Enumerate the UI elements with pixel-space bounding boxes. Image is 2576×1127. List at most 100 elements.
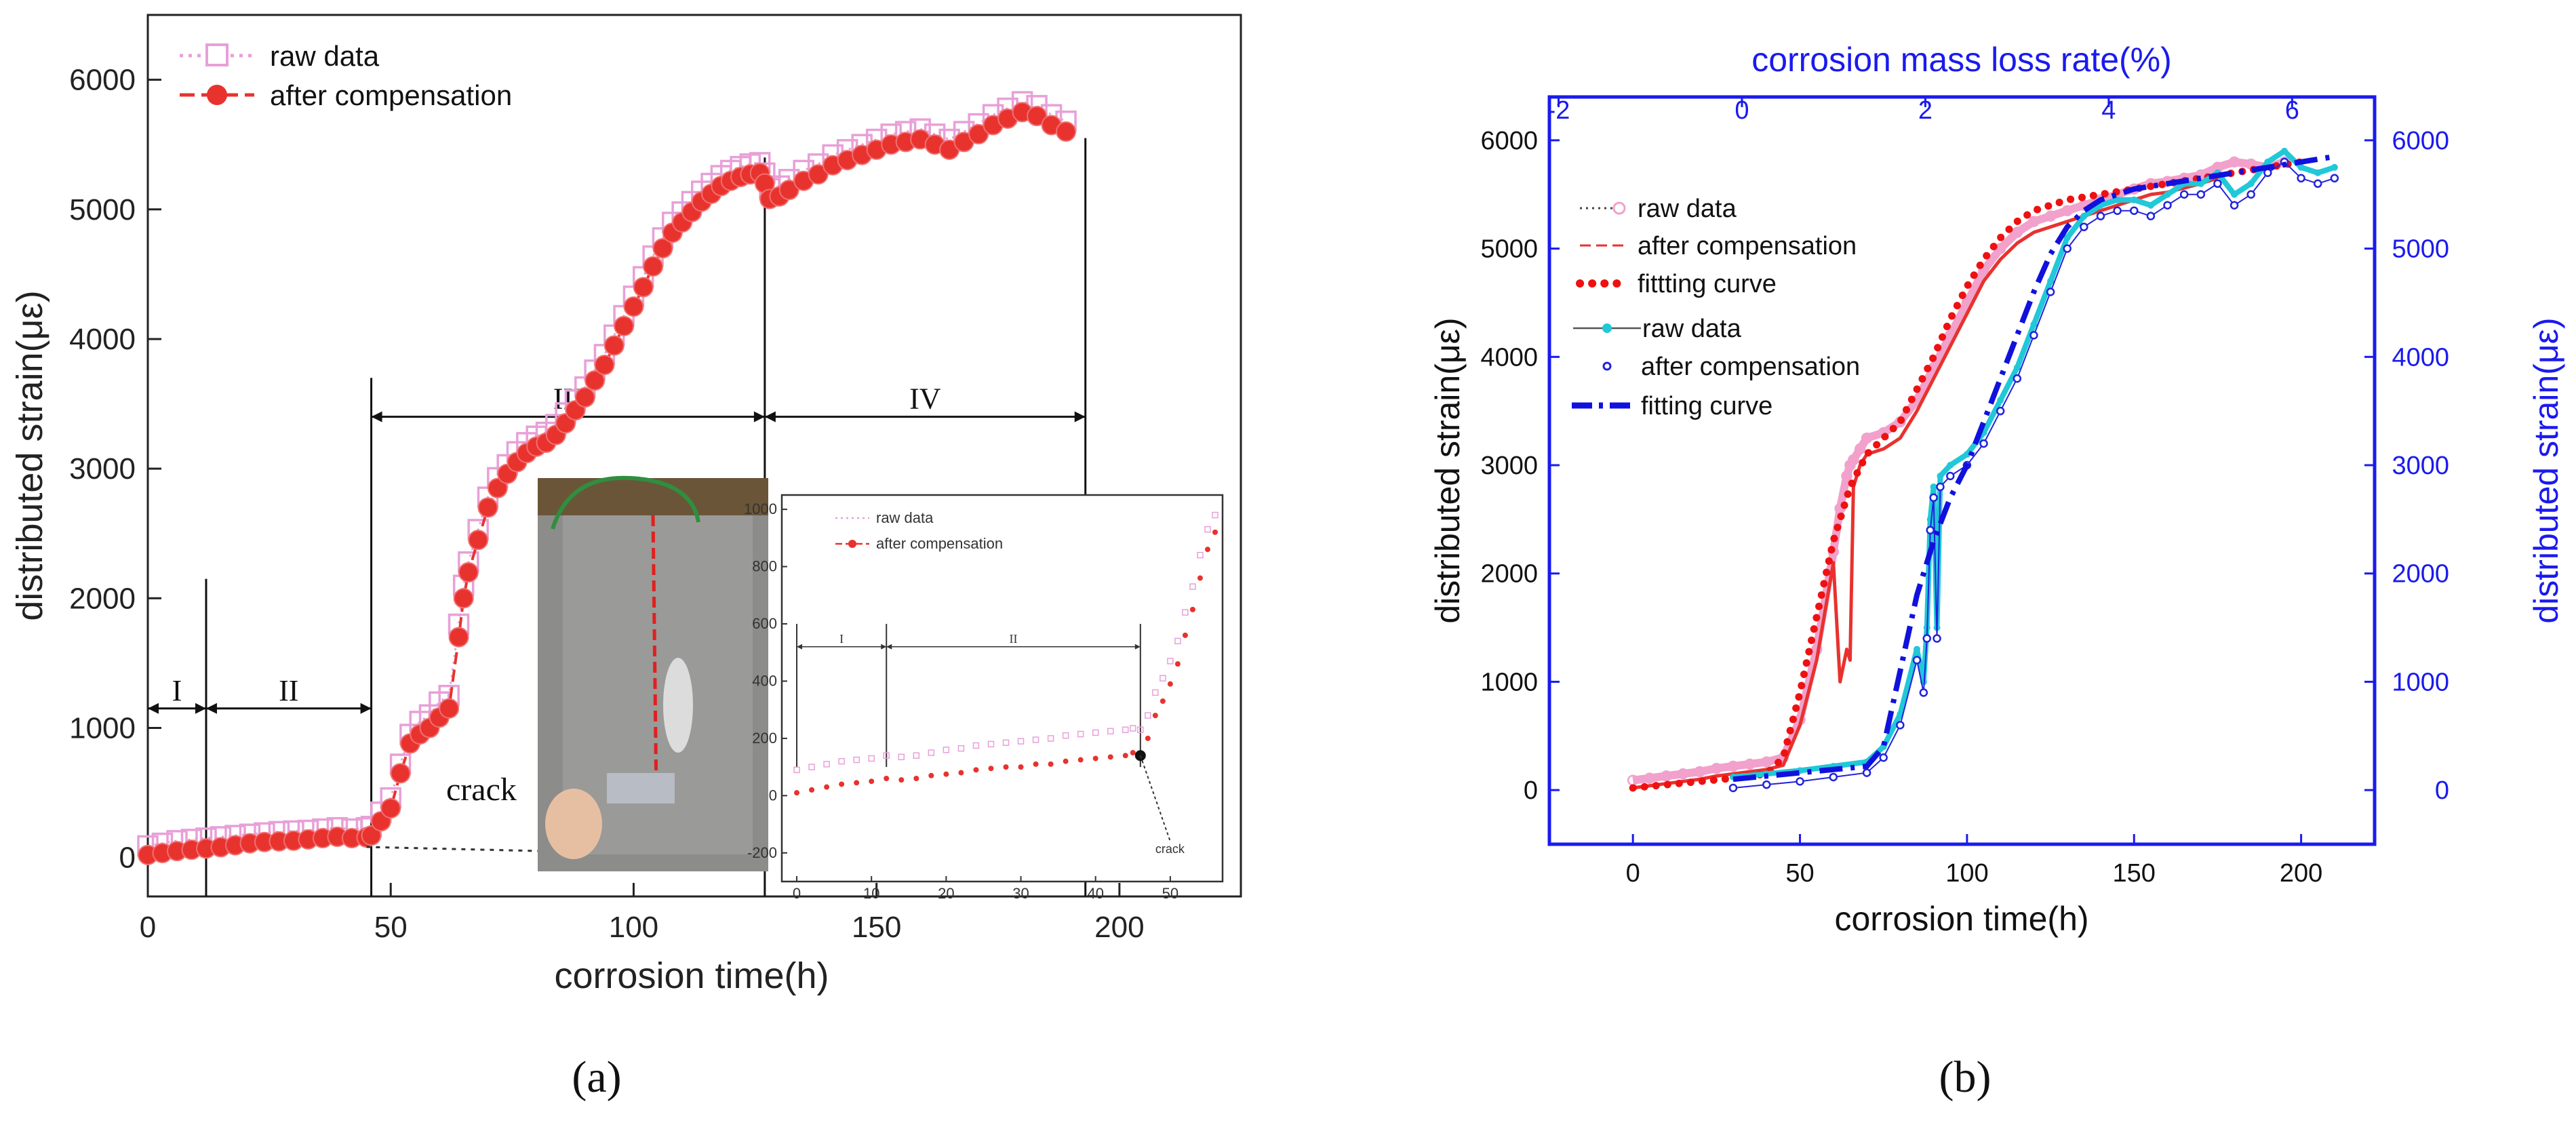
- stage-arrow-head-left: [371, 411, 382, 422]
- inset-raw-point: [913, 752, 920, 759]
- b-comp-blue-point: [1879, 753, 1888, 762]
- finger: [545, 789, 602, 859]
- a-y-tick-label: 0: [119, 842, 136, 875]
- legend-b-raw-red-marker: [1612, 201, 1626, 215]
- b-x-tick-label: 200: [2280, 859, 2322, 888]
- stage-arrow-head-left: [205, 703, 217, 714]
- inset-raw-point: [1002, 739, 1010, 746]
- b-raw-blue-point: [2231, 191, 2238, 198]
- inset-comp-point: [1152, 713, 1158, 719]
- b-y-tick-label: 3000: [1480, 452, 1538, 480]
- b-y2-tick-label: 6000: [2392, 127, 2449, 155]
- panel-a-label: (a): [572, 1052, 621, 1102]
- b-comp-blue-point: [2213, 179, 2222, 189]
- inset-comp-point: [1167, 681, 1173, 687]
- inset-raw-point: [1160, 675, 1166, 681]
- a-comp-point: [603, 335, 625, 356]
- legend-a-raw-label: raw data: [270, 40, 380, 72]
- b-comp-blue-point: [1926, 526, 1935, 535]
- b-raw-red-point: [1861, 432, 1873, 444]
- inset-comp-point: [943, 771, 949, 777]
- inset-comp-point: [824, 784, 830, 790]
- inset-raw-point: [883, 752, 890, 759]
- panel-b-legend: raw data after compensation fittting cur…: [1572, 195, 1860, 420]
- a-comp-point: [584, 370, 606, 391]
- b-y2-tick-label: 4000: [2392, 343, 2449, 372]
- b-comp-blue-point: [2179, 190, 2189, 199]
- stage-label: II: [279, 674, 298, 707]
- b-raw-blue-point: [2331, 163, 2338, 171]
- b-comp-blue-point: [1933, 634, 1941, 643]
- a-y-tick-label: 2000: [69, 582, 136, 615]
- inset-raw-point: [793, 766, 800, 774]
- inset-raw-point: [1122, 726, 1129, 733]
- stage-arrow-head-left: [148, 703, 159, 714]
- inset-raw-point: [1145, 712, 1151, 719]
- b-raw-red-point: [2061, 205, 2073, 216]
- inset-x-tick-label: 50: [1162, 885, 1178, 902]
- inset-comp-point: [1174, 661, 1181, 667]
- a-comp-point: [477, 497, 498, 518]
- b-comp-red-line: [1632, 176, 2219, 790]
- a-x-tick-label: 150: [852, 911, 901, 944]
- b-comp-blue-point: [1728, 783, 1738, 793]
- legend-b-comp-blue-marker: [1602, 361, 1612, 371]
- b-y2-tick-label: 1000: [2392, 668, 2449, 696]
- inset-raw-point: [987, 740, 995, 748]
- inset-raw-point: [1204, 526, 1211, 533]
- inset-x-tick-label: 30: [1012, 885, 1029, 902]
- b-raw-blue-point: [1947, 462, 1954, 469]
- b-x2-tick-label: 2: [1918, 96, 1933, 125]
- inset-comp-point: [1107, 754, 1113, 760]
- b-comp-blue-point: [2330, 174, 2339, 183]
- b-comp-blue-point: [1936, 482, 1945, 492]
- b-comp-blue-point: [2013, 374, 2022, 383]
- inset-stage-label: I: [839, 632, 844, 646]
- b-comp-blue-point: [1919, 688, 1928, 697]
- inset-comp-point: [988, 766, 994, 772]
- inset-stage-markers: I II: [796, 624, 1141, 768]
- a-comp-point: [468, 530, 489, 551]
- inset-raw-point: [1017, 738, 1025, 745]
- stage-label: IV: [909, 382, 941, 416]
- a-y-tick-label: 5000: [69, 193, 136, 226]
- inset-raw-point: [928, 749, 935, 756]
- b-x2-tick-label: -2: [1547, 96, 1570, 125]
- a-y-tick-label: 4000: [69, 323, 136, 356]
- a-comp-point: [390, 763, 411, 784]
- b-raw-red-point: [1744, 758, 1756, 770]
- a-comp-point: [968, 123, 989, 144]
- b-raw-red-point: [1854, 443, 1866, 455]
- inset-comp-point: [958, 770, 964, 776]
- inset-comp-point: [1182, 632, 1188, 638]
- b-comp-blue-point: [2080, 222, 2088, 231]
- a-comp-point: [439, 698, 460, 719]
- b-comp-blue-point: [2230, 201, 2239, 210]
- inset-raw-point: [853, 756, 860, 764]
- inset-comp-point: [839, 781, 845, 787]
- b-comp-blue-point: [2096, 212, 2105, 220]
- b-x-tick-label: 0: [1626, 859, 1640, 888]
- inset-y-tick-label: 400: [752, 672, 777, 689]
- a-comp-point: [808, 164, 829, 185]
- inset-legend-comp-label: after compensation: [876, 535, 1003, 552]
- b-comp-blue-point: [1912, 656, 1922, 665]
- b-raw-red-point: [1841, 470, 1852, 482]
- inset-comp-point: [1048, 761, 1054, 767]
- a-raw-line: [147, 100, 1067, 847]
- inset-stage-arrow-head: [797, 644, 803, 650]
- inset-compensated-series: [794, 529, 1218, 842]
- b-raw-red-point: [1711, 762, 1722, 774]
- b-x-tick-label: 50: [1785, 859, 1814, 888]
- inset-comp-point: [1204, 547, 1210, 553]
- legend-a-comp-marker: [207, 85, 227, 105]
- inset-stage-arrow-head: [886, 644, 892, 650]
- legend-b-raw-red-label: raw data: [1638, 195, 1737, 223]
- b-raw-blue-point: [2047, 277, 2055, 285]
- b-raw-blue-point: [1937, 472, 1944, 479]
- inset-comp-point: [1077, 757, 1084, 763]
- crack-line-marker: [651, 515, 658, 797]
- b-comp-blue-point: [2046, 288, 2055, 296]
